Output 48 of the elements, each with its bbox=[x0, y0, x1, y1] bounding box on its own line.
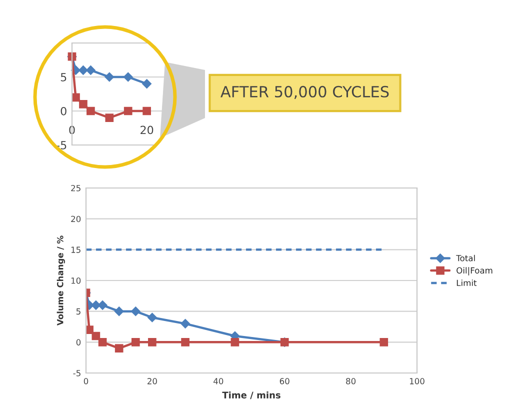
point bbox=[91, 300, 101, 310]
point bbox=[123, 72, 133, 82]
y-tick-label: 5 bbox=[60, 73, 66, 82]
y-tick-label: 0 bbox=[60, 106, 66, 116]
point bbox=[98, 338, 107, 346]
point bbox=[86, 326, 94, 334]
point bbox=[380, 338, 388, 346]
point bbox=[181, 338, 190, 346]
point bbox=[72, 93, 80, 102]
point bbox=[142, 79, 152, 88]
point bbox=[230, 338, 240, 346]
point bbox=[131, 306, 140, 316]
x-tick-label: 100 bbox=[410, 378, 424, 384]
point bbox=[148, 312, 157, 322]
x-axis-title: Time / mins bbox=[222, 391, 280, 400]
y-tick-label: -5 bbox=[56, 141, 66, 150]
point bbox=[131, 338, 140, 346]
x-tick-label: 0 bbox=[84, 378, 88, 384]
point bbox=[78, 66, 88, 75]
legend-label: Total bbox=[456, 254, 475, 262]
legend-label: Oil|Foam bbox=[456, 267, 492, 276]
y-tick-label: 5 bbox=[76, 308, 80, 315]
point bbox=[124, 106, 132, 116]
point bbox=[86, 66, 96, 75]
y-tick-label: 15 bbox=[71, 246, 80, 253]
y-tick-label: 20 bbox=[71, 216, 81, 222]
point bbox=[114, 344, 124, 352]
point bbox=[105, 114, 114, 122]
point bbox=[98, 300, 108, 310]
x-tick-label: 40 bbox=[214, 378, 224, 384]
y-axis-title: Volume Change / % bbox=[56, 236, 65, 326]
text: AFTER 50,000 CYCLES bbox=[220, 86, 389, 99]
point bbox=[180, 319, 190, 328]
point bbox=[148, 338, 156, 346]
point bbox=[92, 332, 100, 340]
point bbox=[79, 100, 88, 108]
point bbox=[142, 106, 151, 116]
x-tick-label: 60 bbox=[280, 378, 290, 384]
point bbox=[86, 106, 95, 116]
y-tick-label: -5 bbox=[73, 370, 80, 376]
point bbox=[104, 72, 114, 82]
y-tick-label: 0 bbox=[76, 339, 81, 346]
x-tick-label: 20 bbox=[148, 378, 157, 384]
legend-label: Limit bbox=[456, 280, 477, 286]
y-tick-label: 10 bbox=[71, 277, 81, 284]
point bbox=[114, 306, 124, 316]
x-tick-label: 80 bbox=[346, 378, 356, 384]
y-tick-label: 25 bbox=[71, 184, 80, 192]
